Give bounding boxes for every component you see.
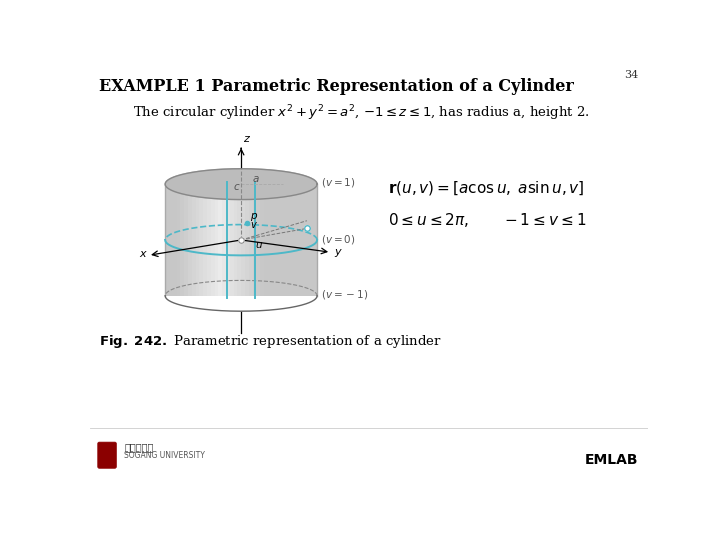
Bar: [218, 184, 222, 296]
Text: $c$: $c$: [233, 183, 241, 192]
Text: 34: 34: [624, 70, 639, 80]
Polygon shape: [165, 169, 317, 200]
Text: $(v = 1)$: $(v = 1)$: [321, 176, 356, 189]
Text: $u$: $u$: [255, 240, 264, 249]
Text: $z$: $z$: [243, 134, 251, 144]
Text: $v$: $v$: [251, 220, 258, 229]
Bar: [215, 184, 218, 296]
Bar: [226, 184, 230, 296]
Bar: [169, 184, 173, 296]
Text: $(v = 0)$: $(v = 0)$: [321, 233, 356, 246]
Bar: [253, 184, 256, 296]
Bar: [248, 184, 253, 296]
Bar: [294, 184, 298, 296]
Bar: [238, 184, 241, 296]
Bar: [283, 184, 287, 296]
Text: $0 \leq u \leq 2\pi, \qquad -1 \leq v \leq 1$: $0 \leq u \leq 2\pi, \qquad -1 \leq v \l…: [388, 211, 587, 230]
Bar: [230, 184, 233, 296]
Text: $(v = -1)$: $(v = -1)$: [321, 288, 369, 301]
Text: $a$: $a$: [252, 174, 260, 184]
Bar: [245, 184, 248, 296]
Bar: [173, 184, 176, 296]
Bar: [287, 184, 290, 296]
Text: $x$: $x$: [139, 249, 148, 259]
Text: SOGANG UNIVERSITY: SOGANG UNIVERSITY: [124, 451, 205, 460]
Bar: [203, 184, 207, 296]
Bar: [279, 184, 283, 296]
Bar: [188, 184, 192, 296]
Bar: [306, 184, 310, 296]
Bar: [290, 184, 294, 296]
Text: $\bf{Fig.\ 242.}$ Parametric representation of a cylinder: $\bf{Fig.\ 242.}$ Parametric representat…: [99, 333, 442, 350]
Text: EMLAB: EMLAB: [585, 453, 639, 467]
Bar: [310, 184, 313, 296]
Bar: [181, 184, 184, 296]
Bar: [268, 184, 271, 296]
Text: $y$: $y$: [334, 247, 343, 259]
Bar: [256, 184, 260, 296]
Bar: [302, 184, 306, 296]
Bar: [313, 184, 317, 296]
Bar: [192, 184, 196, 296]
Bar: [176, 184, 181, 296]
Bar: [271, 184, 275, 296]
Bar: [233, 184, 238, 296]
Bar: [196, 184, 199, 296]
Text: 서강대학교: 서강대학교: [124, 442, 153, 452]
Bar: [211, 184, 215, 296]
Bar: [199, 184, 203, 296]
Bar: [275, 184, 279, 296]
Bar: [298, 184, 302, 296]
Bar: [241, 184, 245, 296]
Text: EXAMPLE 1 Parametric Representation of a Cylinder: EXAMPLE 1 Parametric Representation of a…: [99, 78, 574, 95]
Text: $p$: $p$: [251, 211, 258, 223]
Bar: [222, 184, 226, 296]
Bar: [165, 184, 169, 296]
Bar: [184, 184, 188, 296]
Text: The circular cylinder $x^2 + y^2 = a^2$, $-1 \leq z \leq 1$, has radius a, heigh: The circular cylinder $x^2 + y^2 = a^2$,…: [132, 103, 590, 123]
FancyBboxPatch shape: [98, 442, 117, 468]
Bar: [207, 184, 211, 296]
Text: $\mathbf{r}(u, v) = [a\cos u,\; a\sin u, v]$: $\mathbf{r}(u, v) = [a\cos u,\; a\sin u,…: [388, 179, 585, 197]
Bar: [260, 184, 264, 296]
Bar: [264, 184, 268, 296]
